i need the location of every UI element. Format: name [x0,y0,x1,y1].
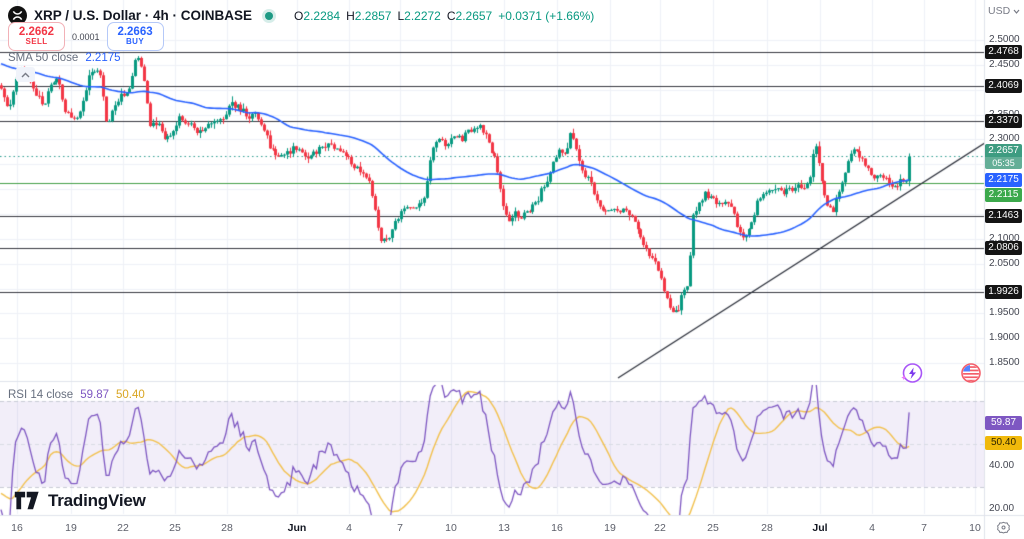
rsi-name: RSI 14 close [8,389,74,401]
spread-value: 0.0001 [72,31,100,42]
axis-settings-gear-icon[interactable] [996,520,1011,535]
trade-widget: 2.2662 SELL 0.0001 2.2663 BUY [8,22,164,51]
tradingview-logo[interactable]: TradingView [14,490,146,511]
close-label: C [446,8,456,23]
rsi-value-badge: 59.87 [985,415,1022,430]
close-value: 2.2657 [455,8,493,23]
price-axis-label: 1.8500 [989,357,1020,369]
sell-button[interactable]: 2.2662 SELL [8,22,65,51]
time-axis[interactable]: 16 19 22 25 28 Jun 4 7 10 13 16 19 22 25 28 Jul 4 7 10 [0,515,1024,539]
level-price-badge: 2.3370 [985,114,1022,129]
xrp-glyph [12,10,23,21]
time-axis-label: 22 [117,522,129,534]
tradingview-mark-icon [14,491,39,510]
chart-header: XRP / U.S. Dollar · 4h · COINBASE O2.228… [8,6,594,25]
level-price-badge: 2.1463 [985,208,1022,223]
price-axis-label: 1.9000 [989,332,1020,344]
time-axis-label: 13 [498,522,510,534]
sma-price-badge: 2.2175 [985,173,1022,188]
buy-price: 2.2663 [117,26,153,39]
rsi_ma-value-badge: 50.40 [985,436,1022,451]
time-axis-label: 16 [11,522,23,534]
market-status-dot[interactable] [265,11,274,20]
price-axis-label: 2.5000 [989,34,1020,45]
open-label: O [294,8,304,23]
sell-label: SELL [25,37,48,47]
time-axis-label: 28 [761,522,773,534]
rsi-ma-value: 50.40 [115,389,145,401]
rsi-value: 59.87 [80,389,109,401]
currency-axis-menu[interactable]: USD [988,5,1020,17]
support-price-badge: 2.2115 [985,188,1022,203]
symbol-title[interactable]: XRP / U.S. Dollar · 4h · COINBASE [34,8,253,23]
sma-legend[interactable]: SMA 50 close 2.2175 [8,52,121,64]
xrp-logo-icon[interactable] [8,6,27,25]
change-value: +0.0371 (+1.66%) [498,8,595,23]
time-axis-label: 25 [169,522,181,534]
time-axis-label: 16 [551,522,563,534]
price-axis-label: 2.4500 [989,58,1020,70]
time-axis-label: Jul [812,522,828,534]
time-axis-label: 28 [221,522,233,534]
time-axis-label: 4 [869,522,875,534]
collapse-pane-button[interactable] [16,67,35,82]
current-price-badge: 2.2657 05:35 [985,143,1022,169]
level-price-badge: 2.4069 [985,79,1022,94]
high-label: H [346,8,355,23]
time-axis-label: 19 [65,522,77,534]
price-axis[interactable]: 2.50002.45002.35002.30002.10002.05001.95… [984,0,1024,515]
rsi-axis-label: 20.00 [989,502,1015,514]
time-axis-label: 19 [604,522,616,534]
price-axis-label: 1.9500 [989,307,1020,319]
time-axis-label: 22 [654,522,666,534]
rsi-axis-label: 40.00 [989,459,1015,471]
time-axis-label: 7 [397,522,403,534]
sell-price: 2.2662 [18,26,55,39]
ohlc-values: O2.2284 H2.2857 L2.2272 C2.2657 +0.0371 … [294,9,594,23]
time-axis-label: 10 [969,522,981,534]
price-axis-label: 2.3000 [989,133,1020,145]
buy-label: BUY [125,37,145,47]
level-price-badge: 2.4768 [985,44,1022,59]
price-axis-label: 2.0500 [989,257,1020,269]
level-price-badge: 1.9926 [985,285,1022,300]
chevron-down-icon [1013,9,1020,14]
low-label: L [397,8,405,23]
sma-value: 2.2175 [85,52,121,64]
time-axis-label: Jun [287,522,307,534]
buy-button[interactable]: 2.2663 BUY [106,22,164,51]
low-value: 2.2272 [404,8,441,23]
time-axis-label: 4 [346,522,352,534]
open-value: 2.2284 [303,8,341,23]
time-axis-label: 7 [921,522,927,534]
rsi-legend[interactable]: RSI 14 close 59.87 50.40 [8,389,145,401]
boost-flash-icon[interactable] [900,361,924,385]
currency-label: USD [988,5,1011,17]
high-value: 2.2857 [354,8,392,23]
time-axis-label: 25 [707,522,719,534]
level-price-badge: 2.0806 [985,241,1022,256]
sma-name: SMA 50 close [8,52,79,64]
chevron-up-icon [21,72,30,77]
tradingview-logo-text: TradingView [48,490,146,510]
price-axis-label: 2.1000 [989,232,1020,244]
time-axis-label: 10 [445,522,457,534]
us-flag-icon[interactable] [959,361,983,385]
